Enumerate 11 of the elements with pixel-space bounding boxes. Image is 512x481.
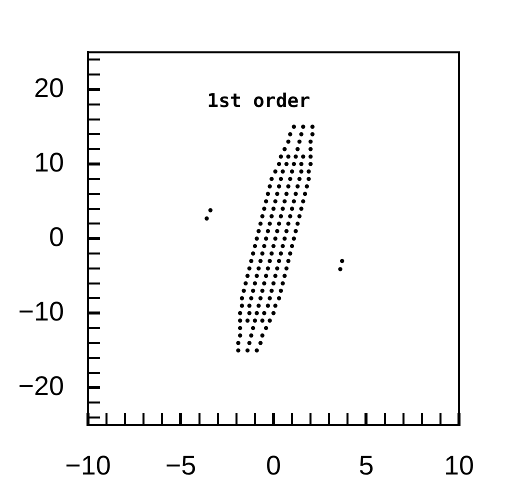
x-tick-label: 5 bbox=[358, 450, 374, 481]
y-tick-label: 10 bbox=[34, 147, 64, 178]
x-tick-label: −5 bbox=[165, 450, 196, 481]
y-tick-label: −20 bbox=[18, 371, 64, 402]
y-tick-label: −10 bbox=[18, 296, 64, 327]
annotation: 1st order bbox=[207, 90, 310, 112]
y-tick-label: 0 bbox=[48, 222, 64, 252]
x-tick-label: 0 bbox=[266, 450, 282, 481]
x-tick-label: 10 bbox=[444, 450, 474, 481]
x-tick-label: −10 bbox=[65, 450, 111, 481]
y-tick-label: 20 bbox=[34, 72, 64, 103]
